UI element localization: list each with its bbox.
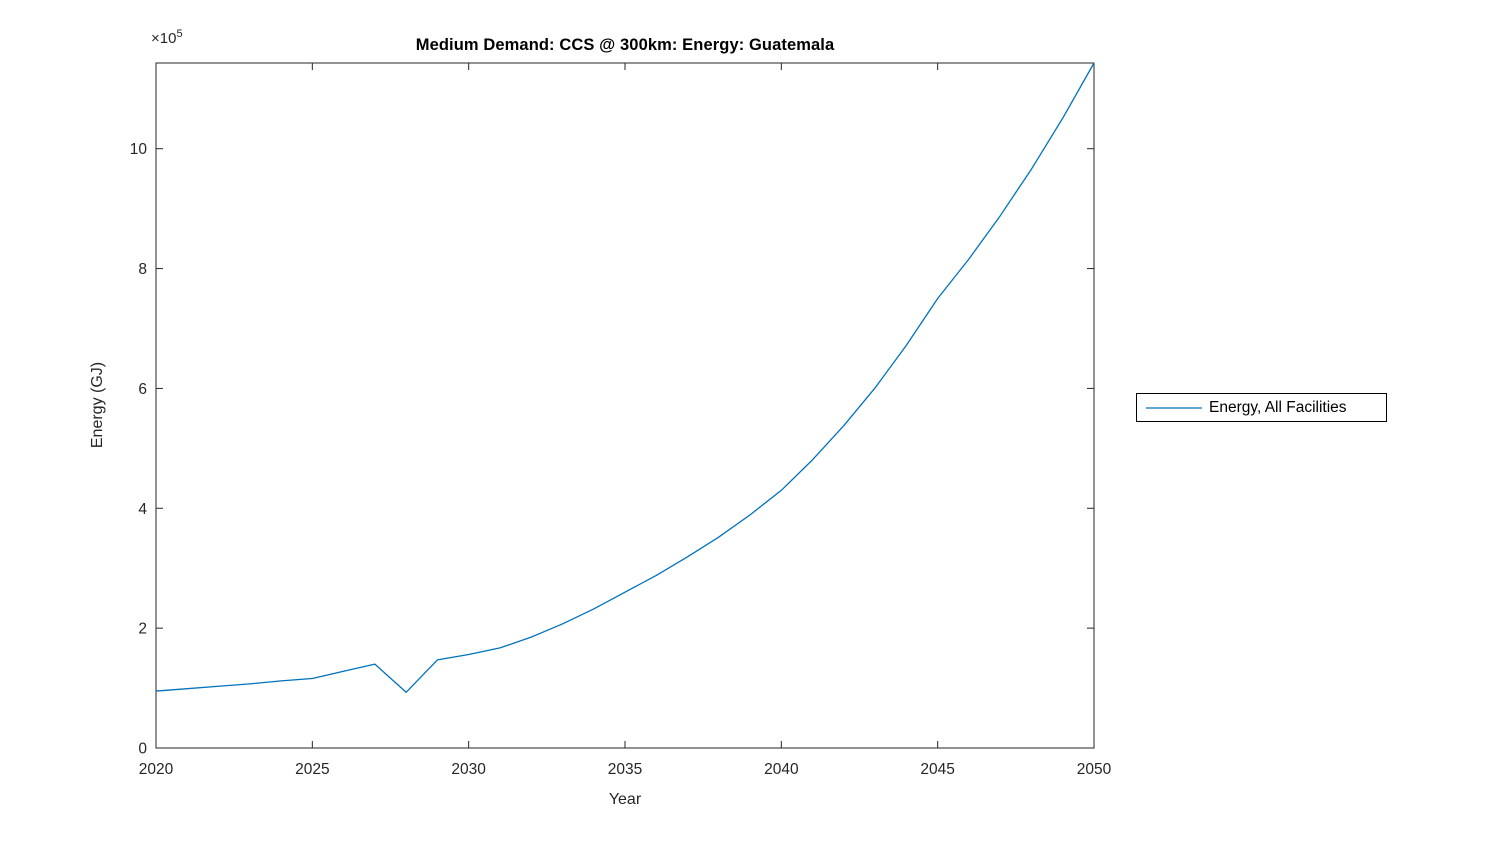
series-line	[155, 62, 1095, 693]
y-axis-exponent-power: 5	[176, 28, 183, 40]
y-tick-label: 2	[138, 621, 147, 638]
x-tick-label: 2020	[139, 761, 174, 778]
legend-entry-label: Energy, All Facilities	[1209, 398, 1347, 416]
y-tick-label: 10	[130, 141, 148, 158]
y-axis-exponent: ×105	[151, 28, 183, 47]
x-axis-label: Year	[608, 791, 642, 808]
x-tick-label: 2040	[764, 761, 799, 778]
chart-title: Medium Demand: CCS @ 300km: Energy: Guat…	[415, 36, 835, 54]
x-tick-label: 2045	[920, 761, 954, 778]
y-tick-label: 0	[138, 741, 147, 758]
x-tick-label: 2025	[295, 761, 329, 778]
axes-box	[155, 62, 1095, 749]
legend: Energy, All Facilities	[1136, 393, 1387, 422]
y-tick-label: 8	[138, 261, 147, 278]
y-tick-label: 6	[138, 381, 147, 398]
y-tick-label: 4	[138, 501, 147, 518]
legend-line-sample	[1146, 406, 1202, 409]
x-tick-label: 2050	[1077, 761, 1112, 778]
x-tick-label: 2035	[608, 761, 642, 778]
x-tick-label: 2030	[451, 761, 486, 778]
y-axis-label: Energy (GJ)	[89, 361, 106, 449]
y-axis-exponent-base: ×10	[151, 30, 177, 47]
